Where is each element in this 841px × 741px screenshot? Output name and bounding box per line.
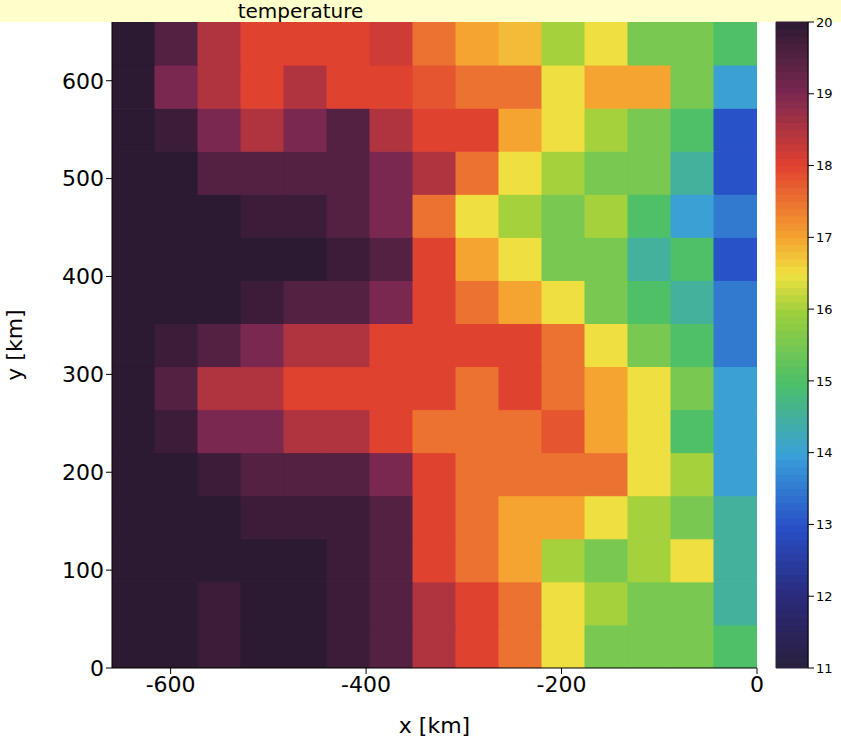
- svg-text:-200: -200: [537, 672, 587, 697]
- svg-text:500: 500: [62, 166, 104, 191]
- svg-text:-600: -600: [146, 672, 196, 697]
- svg-text:19: 19: [816, 86, 833, 101]
- svg-text:18: 18: [816, 158, 833, 173]
- svg-text:400: 400: [62, 264, 104, 289]
- svg-text:y [km]: y [km]: [2, 309, 27, 380]
- svg-text:0: 0: [90, 656, 104, 681]
- svg-text:20: 20: [816, 15, 833, 30]
- svg-text:14: 14: [816, 445, 833, 460]
- svg-text:17: 17: [816, 230, 833, 245]
- svg-text:13: 13: [816, 517, 833, 532]
- svg-text:x [km]: x [km]: [399, 713, 470, 738]
- svg-text:600: 600: [62, 69, 104, 94]
- html-text:temperature: temperature: [237, 0, 364, 23]
- svg-text:200: 200: [62, 460, 104, 485]
- svg-text:300: 300: [62, 362, 104, 387]
- svg-text:12: 12: [816, 589, 833, 604]
- svg-text:16: 16: [816, 302, 833, 317]
- svg-text:15: 15: [816, 374, 833, 389]
- svg-text:100: 100: [62, 558, 104, 583]
- svg-text:-400: -400: [341, 672, 391, 697]
- svg-text:0: 0: [750, 672, 764, 697]
- svg-text:11: 11: [816, 661, 833, 676]
